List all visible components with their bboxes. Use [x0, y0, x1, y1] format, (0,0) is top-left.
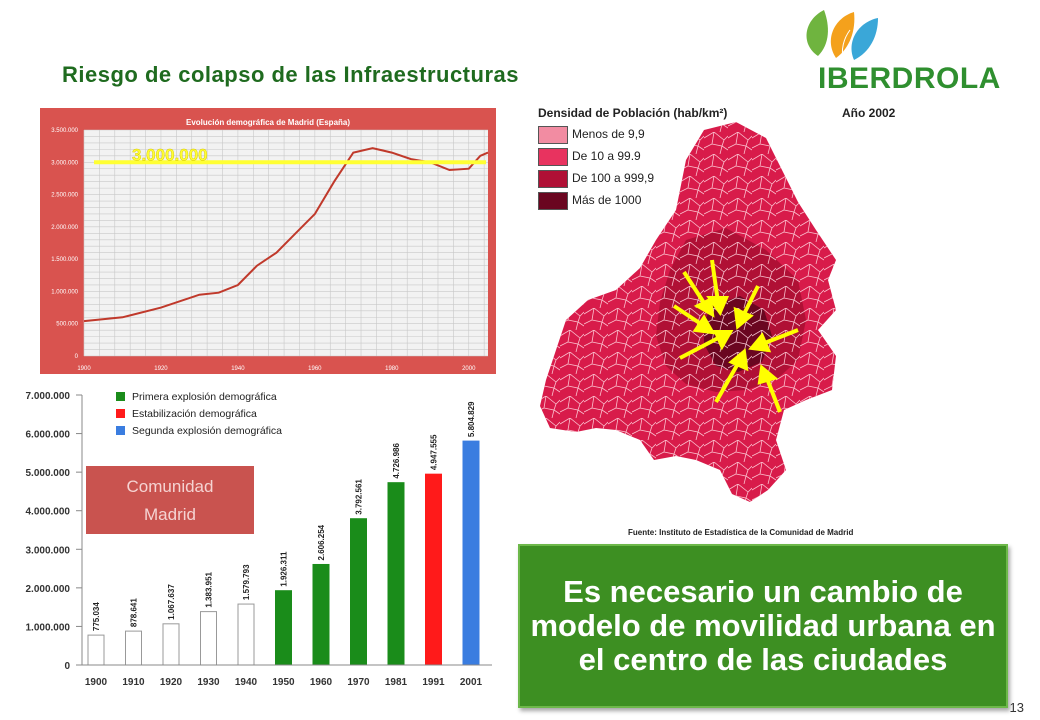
bar-1940	[237, 603, 255, 666]
map-legend: Densidad de Población (hab/km²) Año 2002…	[536, 104, 896, 214]
y-tick-label: 2.500.000	[51, 193, 78, 199]
iberdrola-logo	[806, 10, 878, 63]
annotation-line-1: Comunidad	[127, 477, 214, 496]
y-tick-label: 2.000.000	[51, 225, 78, 231]
x-tick-label: 1960	[310, 677, 333, 688]
legend-swatch	[538, 170, 568, 188]
x-tick-label: 1981	[385, 677, 408, 688]
callout-text: Es necesario un cambio de modelo de movi…	[530, 574, 996, 677]
legend-swatch	[538, 126, 568, 144]
legend-swatch	[538, 192, 568, 210]
y-tick-label: 1.500.000	[51, 257, 78, 263]
population-line	[83, 147, 489, 323]
legend-swatch	[116, 426, 125, 435]
y-tick-label: 2.000.000	[26, 584, 71, 595]
x-tick-label: 1970	[347, 677, 370, 688]
y-tick-label: 5.000.000	[26, 468, 71, 479]
legend-label: De 10 a 99.9	[572, 149, 641, 163]
density-map	[540, 122, 836, 502]
annotation-line-2: Madrid	[144, 505, 196, 524]
map-year: Año 2002	[842, 106, 896, 120]
threshold-label: 3.000.000	[132, 145, 208, 164]
bar-value-label: 1.579.793	[242, 564, 251, 600]
annotation-box	[86, 466, 254, 534]
bar-value-label: 2.606.254	[317, 524, 326, 560]
bar-1960	[312, 563, 330, 666]
slide-title: Riesgo de colapso de las Infraestructura…	[62, 62, 519, 87]
legend-label: Estabilización demográfica	[132, 408, 257, 420]
x-tick-label: 1991	[422, 677, 445, 688]
y-tick-label: 4.000.000	[26, 507, 71, 518]
chart-title: Evolución demográfica de Madrid (España)	[186, 118, 350, 127]
logo-text: IBERDROLA	[818, 62, 1001, 95]
bar-value-label: 4.726.986	[392, 443, 401, 479]
leaf-icon	[806, 10, 878, 63]
legend-label: Primera explosión demográfica	[132, 391, 277, 403]
y-tick-label: 3.500.000	[51, 128, 78, 134]
x-tick-label: 1940	[235, 677, 258, 688]
bar-1991	[425, 473, 442, 666]
population-line-chart: Evolución demográfica de Madrid (España)…	[40, 108, 496, 374]
bar-2001	[462, 440, 480, 666]
municipality-borders	[540, 122, 836, 502]
bar-1970	[350, 518, 367, 666]
x-tick-label: 1910	[122, 677, 145, 688]
y-tick-label: 1.000.000	[26, 622, 71, 633]
bar-1910	[125, 630, 142, 666]
x-tick-label: 1930	[197, 677, 220, 688]
legend-swatch	[116, 409, 125, 418]
y-tick-label: 6.000.000	[26, 430, 71, 441]
conclusion-callout: Es necesario un cambio de modelo de movi…	[518, 544, 1008, 708]
x-tick-label: 1940	[231, 366, 245, 372]
x-tick-label: 1900	[85, 677, 108, 688]
x-tick-label: 1920	[154, 366, 168, 372]
y-tick-label: 1.000.000	[51, 289, 78, 295]
bar-value-label: 4.947.555	[430, 434, 439, 470]
bar-1900	[87, 634, 105, 666]
legend-label: Más de 1000	[572, 193, 642, 207]
legend-swatch	[538, 148, 568, 166]
x-tick-label: 1980	[385, 366, 399, 372]
bar-1981	[387, 482, 405, 666]
y-tick-label: 0	[64, 661, 70, 672]
page-number: 13	[1009, 700, 1024, 715]
y-tick-label: 3.000.000	[51, 160, 78, 166]
bar-1950	[275, 590, 292, 666]
x-tick-label: 2001	[460, 677, 483, 688]
bar-1920	[162, 623, 180, 666]
x-tick-label: 1900	[77, 366, 91, 372]
x-tick-label: 1960	[308, 366, 322, 372]
legend-label: De 100 a 999,9	[572, 171, 655, 185]
population-bar-chart: 0 1.000.000 2.000.000 3.000.000 4.000.000 5.0…	[26, 391, 492, 688]
bar-value-label: 1.383.951	[205, 571, 214, 607]
bar-1930	[200, 611, 217, 666]
legend-swatch	[116, 392, 125, 401]
map-source: Fuente: Instituto de Estadística de la C…	[628, 528, 854, 537]
x-tick-label: 2000	[462, 366, 476, 372]
legend-label: Segunda explosión demográfica	[132, 425, 282, 437]
bar-value-label: 1.067.637	[167, 584, 176, 620]
y-tick-label: 500.000	[56, 322, 78, 328]
bar-value-label: 775.034	[92, 602, 101, 631]
bar-value-label: 3.792.561	[355, 479, 364, 515]
y-tick-label: 0	[75, 354, 79, 360]
x-tick-label: 1920	[160, 677, 183, 688]
y-tick-label: 7.000.000	[26, 391, 71, 402]
x-tick-label: 1950	[272, 677, 295, 688]
y-tick-label: 3.000.000	[26, 545, 71, 556]
map-legend-title: Densidad de Población (hab/km²)	[538, 106, 728, 120]
legend-label: Menos de 9,9	[572, 127, 645, 141]
bar-value-label: 5.804.829	[467, 401, 476, 437]
bar-value-label: 878.641	[130, 598, 139, 627]
arrows-to-center	[672, 259, 799, 413]
bar-value-label: 1.926.311	[280, 551, 289, 587]
